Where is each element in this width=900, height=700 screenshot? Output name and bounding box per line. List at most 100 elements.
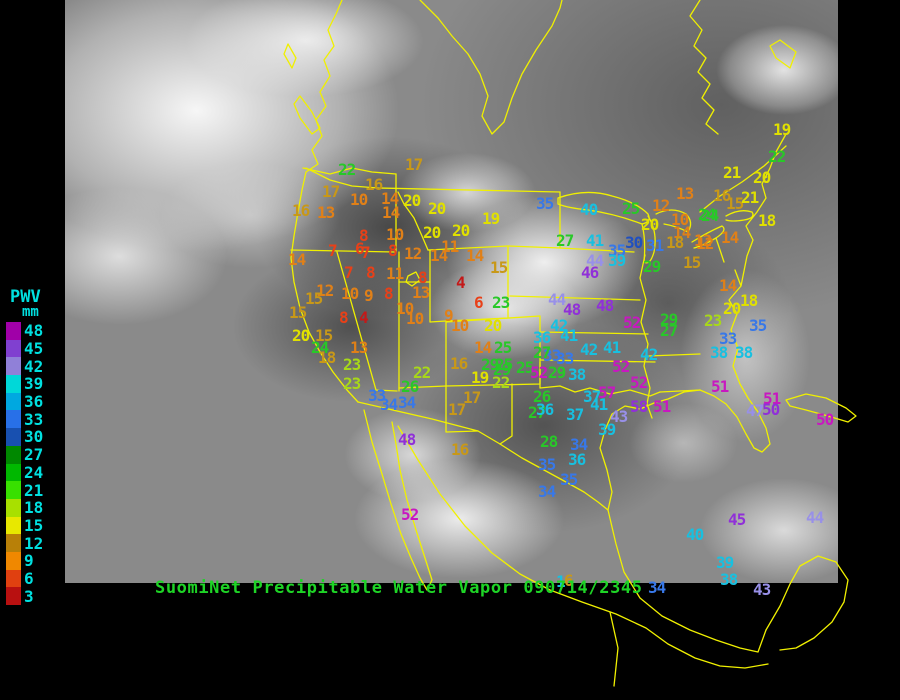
- station-value: 14: [430, 246, 448, 265]
- station-value: 31: [646, 236, 664, 255]
- station-value: 22: [768, 147, 786, 166]
- st-lawrence: [699, 145, 787, 213]
- station-value: 10: [406, 309, 424, 328]
- station-value: 14: [382, 203, 400, 222]
- station-value: 48: [398, 430, 416, 449]
- station-value: 29: [660, 310, 678, 329]
- state-line-nm-tx: [499, 383, 513, 445]
- station-value: 19: [471, 368, 489, 387]
- station-value: 12: [696, 234, 714, 253]
- legend-swatch: [6, 516, 21, 535]
- state-line-la-top: [659, 389, 701, 393]
- haida-island: [283, 43, 297, 69]
- station-value: 29: [481, 355, 499, 374]
- legend-value: 9: [24, 551, 34, 571]
- map-title: SuomiNet Precipitable Water Vapor 090714…: [155, 578, 643, 598]
- state-line-sd-ne: [509, 295, 641, 301]
- station-value: 44: [548, 290, 566, 309]
- legend-value: 27: [24, 445, 44, 465]
- station-value: 52: [630, 373, 648, 392]
- state-line-oh-pa: [715, 237, 725, 263]
- station-value: 34: [570, 435, 588, 454]
- station-value: 29: [493, 360, 511, 379]
- station-value: 52: [530, 363, 548, 382]
- lake-michigan: [641, 215, 656, 264]
- station-value: 24: [701, 206, 719, 225]
- station-value: 23: [343, 355, 361, 374]
- station-value: 25: [494, 338, 512, 357]
- station-value: 1: [556, 572, 566, 591]
- state-line-nd-sd: [507, 245, 635, 253]
- us-mexico-border: [357, 401, 609, 511]
- mexico-gulf-coast: [607, 509, 767, 653]
- station-value: 40: [686, 525, 704, 544]
- station-value: 25: [495, 355, 513, 374]
- legend-entry: 45: [6, 339, 43, 358]
- station-value: 16: [451, 440, 469, 459]
- station-value: 35: [749, 316, 767, 335]
- station-value: 14: [721, 228, 739, 247]
- legend-entry: 39: [6, 374, 43, 393]
- station-value: 52: [612, 357, 630, 376]
- us-canada-border: [305, 167, 561, 193]
- legend-value: 36: [24, 392, 44, 412]
- state-line-ca-nv: [336, 251, 398, 392]
- station-value: 38: [710, 343, 728, 362]
- station-value: 10: [386, 225, 404, 244]
- station-value: 14: [381, 189, 399, 208]
- station-value: 17: [405, 155, 423, 174]
- station-value: 7: [328, 241, 338, 260]
- station-value: 43: [610, 407, 628, 426]
- station-value: 58: [630, 397, 648, 416]
- station-value: 11: [386, 264, 404, 283]
- station-value: 20: [641, 215, 659, 234]
- lake-superior: [557, 191, 650, 225]
- station-value: 20: [452, 221, 470, 240]
- state-line-ut-s: [398, 385, 447, 389]
- station-value: 13: [676, 184, 694, 203]
- legend-entry: 18: [6, 498, 43, 517]
- station-value: 30: [625, 233, 643, 252]
- legend-value: 24: [24, 462, 44, 482]
- station-value: 10: [350, 190, 368, 209]
- station-value: 42: [640, 345, 658, 364]
- station-value: 16: [450, 354, 468, 373]
- legend-swatch: [6, 375, 21, 393]
- station-value: 15: [305, 289, 323, 308]
- station-value: 20: [484, 316, 502, 335]
- station-value: 18: [758, 211, 776, 230]
- station-value: 4: [359, 308, 369, 327]
- station-value: 57: [598, 383, 616, 402]
- legend-swatch: [6, 445, 21, 464]
- legend-swatch: [6, 569, 21, 588]
- state-line-ca-or: [290, 249, 397, 253]
- station-value: 23: [492, 293, 510, 312]
- cuba-outline: [785, 393, 857, 423]
- station-value: 44: [806, 508, 824, 527]
- coastline-east: [599, 133, 787, 511]
- station-value: 23: [343, 374, 361, 393]
- station-value: 15: [683, 253, 701, 272]
- legend-entry: 42: [6, 357, 43, 376]
- legend-swatch: [6, 587, 21, 605]
- newfoundland-island: [769, 39, 797, 69]
- station-value: 8: [384, 284, 394, 303]
- station-value: 4: [456, 273, 466, 292]
- station-value: 26: [401, 377, 419, 396]
- legend-swatch: [6, 322, 21, 340]
- legend-value: 12: [24, 533, 44, 553]
- station-value: 35: [560, 470, 578, 489]
- station-value: 33: [543, 346, 561, 365]
- station-value: 14: [719, 276, 737, 295]
- legend-entry: 9: [6, 551, 43, 571]
- station-value: 13: [412, 283, 430, 302]
- station-value: 12: [404, 244, 422, 263]
- legend-entry: 15: [6, 516, 43, 535]
- station-value: 28: [540, 432, 558, 451]
- station-value: 23: [704, 311, 722, 330]
- station-value: 16: [365, 175, 383, 194]
- hudson-bay: [419, 0, 563, 135]
- lake-ontario: [725, 210, 754, 222]
- legend-entry: 24: [6, 462, 44, 482]
